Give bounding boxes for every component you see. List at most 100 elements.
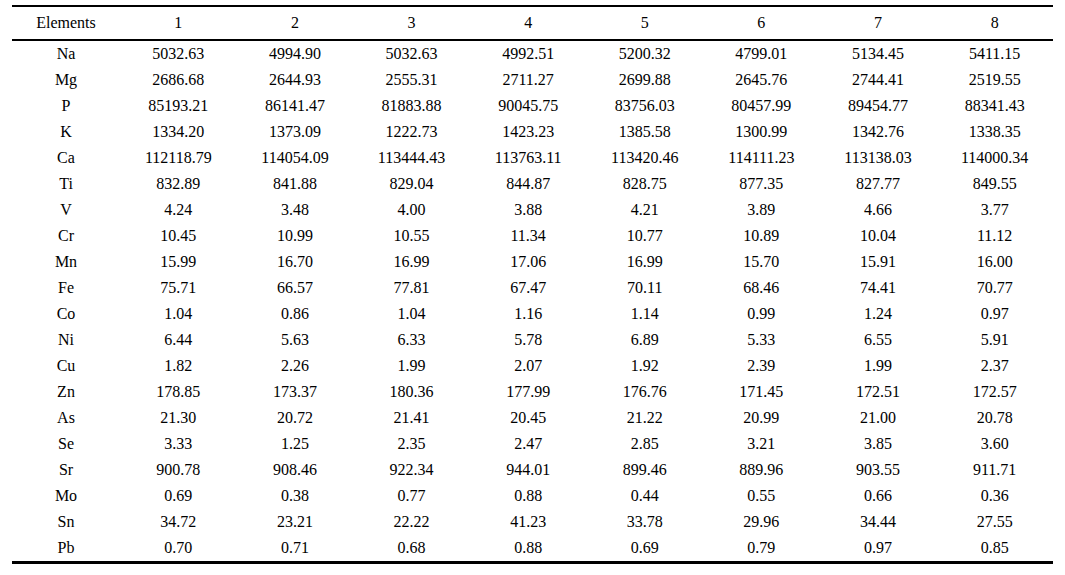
header-sample-3: 3 <box>353 6 470 40</box>
value-cell: 5.63 <box>237 327 354 353</box>
value-cell: 33.78 <box>586 509 703 535</box>
value-cell: 15.70 <box>703 249 820 275</box>
value-cell: 0.88 <box>470 535 587 563</box>
value-cell: 15.91 <box>820 249 937 275</box>
value-cell: 0.79 <box>703 535 820 563</box>
element-symbol: As <box>12 405 120 431</box>
element-symbol: K <box>12 119 120 145</box>
value-cell: 171.45 <box>703 379 820 405</box>
table-row-cu: Cu1.822.261.992.071.922.391.992.37 <box>12 353 1053 379</box>
element-symbol: Ni <box>12 327 120 353</box>
element-symbol: Se <box>12 431 120 457</box>
value-cell: 34.44 <box>820 509 937 535</box>
value-cell: 899.46 <box>586 457 703 483</box>
header-row: Elements12345678 <box>12 6 1053 40</box>
value-cell: 177.99 <box>470 379 587 405</box>
table-head: Elements12345678 <box>12 6 1053 40</box>
value-cell: 0.68 <box>353 535 470 563</box>
value-cell: 0.38 <box>237 483 354 509</box>
value-cell: 23.21 <box>237 509 354 535</box>
value-cell: 877.35 <box>703 171 820 197</box>
value-cell: 10.77 <box>586 223 703 249</box>
value-cell: 16.99 <box>353 249 470 275</box>
table-row-fe: Fe75.7166.5777.8167.4770.1168.4674.4170.… <box>12 275 1053 301</box>
value-cell: 0.86 <box>237 301 354 327</box>
value-cell: 3.85 <box>820 431 937 457</box>
value-cell: 4992.51 <box>470 40 587 67</box>
value-cell: 0.97 <box>820 535 937 563</box>
table-row-k: K1334.201373.091222.731423.231385.581300… <box>12 119 1053 145</box>
value-cell: 1.04 <box>353 301 470 327</box>
element-symbol: Co <box>12 301 120 327</box>
value-cell: 80457.99 <box>703 93 820 119</box>
value-cell: 2.39 <box>703 353 820 379</box>
value-cell: 5.78 <box>470 327 587 353</box>
value-cell: 900.78 <box>120 457 237 483</box>
value-cell: 2.07 <box>470 353 587 379</box>
value-cell: 15.99 <box>120 249 237 275</box>
value-cell: 841.88 <box>237 171 354 197</box>
table-row-mg: Mg2686.682644.932555.312711.272699.88264… <box>12 67 1053 93</box>
header-sample-4: 4 <box>470 6 587 40</box>
value-cell: 0.55 <box>703 483 820 509</box>
value-cell: 829.04 <box>353 171 470 197</box>
value-cell: 1.99 <box>820 353 937 379</box>
table-row-pb: Pb0.700.710.680.880.690.790.970.85 <box>12 535 1053 563</box>
element-symbol: V <box>12 197 120 223</box>
table-row-sn: Sn34.7223.2122.2241.2333.7829.9634.4427.… <box>12 509 1053 535</box>
value-cell: 180.36 <box>353 379 470 405</box>
value-cell: 29.96 <box>703 509 820 535</box>
value-cell: 2555.31 <box>353 67 470 93</box>
value-cell: 1.25 <box>237 431 354 457</box>
value-cell: 0.71 <box>237 535 354 563</box>
value-cell: 2644.93 <box>237 67 354 93</box>
value-cell: 178.85 <box>120 379 237 405</box>
value-cell: 2711.27 <box>470 67 587 93</box>
table-row-cr: Cr10.4510.9910.5511.3410.7710.8910.0411.… <box>12 223 1053 249</box>
value-cell: 1.92 <box>586 353 703 379</box>
value-cell: 81883.88 <box>353 93 470 119</box>
value-cell: 2.35 <box>353 431 470 457</box>
table-row-mn: Mn15.9916.7016.9917.0616.9915.7015.9116.… <box>12 249 1053 275</box>
value-cell: 3.33 <box>120 431 237 457</box>
element-symbol: Fe <box>12 275 120 301</box>
element-symbol: Sr <box>12 457 120 483</box>
value-cell: 1342.76 <box>820 119 937 145</box>
value-cell: 21.00 <box>820 405 937 431</box>
element-symbol: Na <box>12 40 120 67</box>
value-cell: 27.55 <box>936 509 1053 535</box>
value-cell: 0.44 <box>586 483 703 509</box>
table-row-na: Na5032.634994.905032.634992.515200.32479… <box>12 40 1053 67</box>
value-cell: 5032.63 <box>120 40 237 67</box>
value-cell: 5.33 <box>703 327 820 353</box>
header-sample-6: 6 <box>703 6 820 40</box>
header-sample-1: 1 <box>120 6 237 40</box>
value-cell: 77.81 <box>353 275 470 301</box>
value-cell: 10.89 <box>703 223 820 249</box>
header-sample-7: 7 <box>820 6 937 40</box>
value-cell: 17.06 <box>470 249 587 275</box>
table-row-as: As21.3020.7221.4120.4521.2220.9921.0020.… <box>12 405 1053 431</box>
element-symbol: Mo <box>12 483 120 509</box>
value-cell: 832.89 <box>120 171 237 197</box>
element-symbol: Cu <box>12 353 120 379</box>
value-cell: 3.77 <box>936 197 1053 223</box>
value-cell: 4.21 <box>586 197 703 223</box>
value-cell: 5200.32 <box>586 40 703 67</box>
value-cell: 828.75 <box>586 171 703 197</box>
value-cell: 22.22 <box>353 509 470 535</box>
element-symbol: Mn <box>12 249 120 275</box>
value-cell: 90045.75 <box>470 93 587 119</box>
value-cell: 66.57 <box>237 275 354 301</box>
value-cell: 70.77 <box>936 275 1053 301</box>
value-cell: 3.88 <box>470 197 587 223</box>
value-cell: 10.45 <box>120 223 237 249</box>
value-cell: 20.72 <box>237 405 354 431</box>
value-cell: 1222.73 <box>353 119 470 145</box>
value-cell: 5.91 <box>936 327 1053 353</box>
value-cell: 114000.34 <box>936 145 1053 171</box>
element-symbol: Mg <box>12 67 120 93</box>
value-cell: 0.69 <box>120 483 237 509</box>
value-cell: 4.66 <box>820 197 937 223</box>
value-cell: 903.55 <box>820 457 937 483</box>
